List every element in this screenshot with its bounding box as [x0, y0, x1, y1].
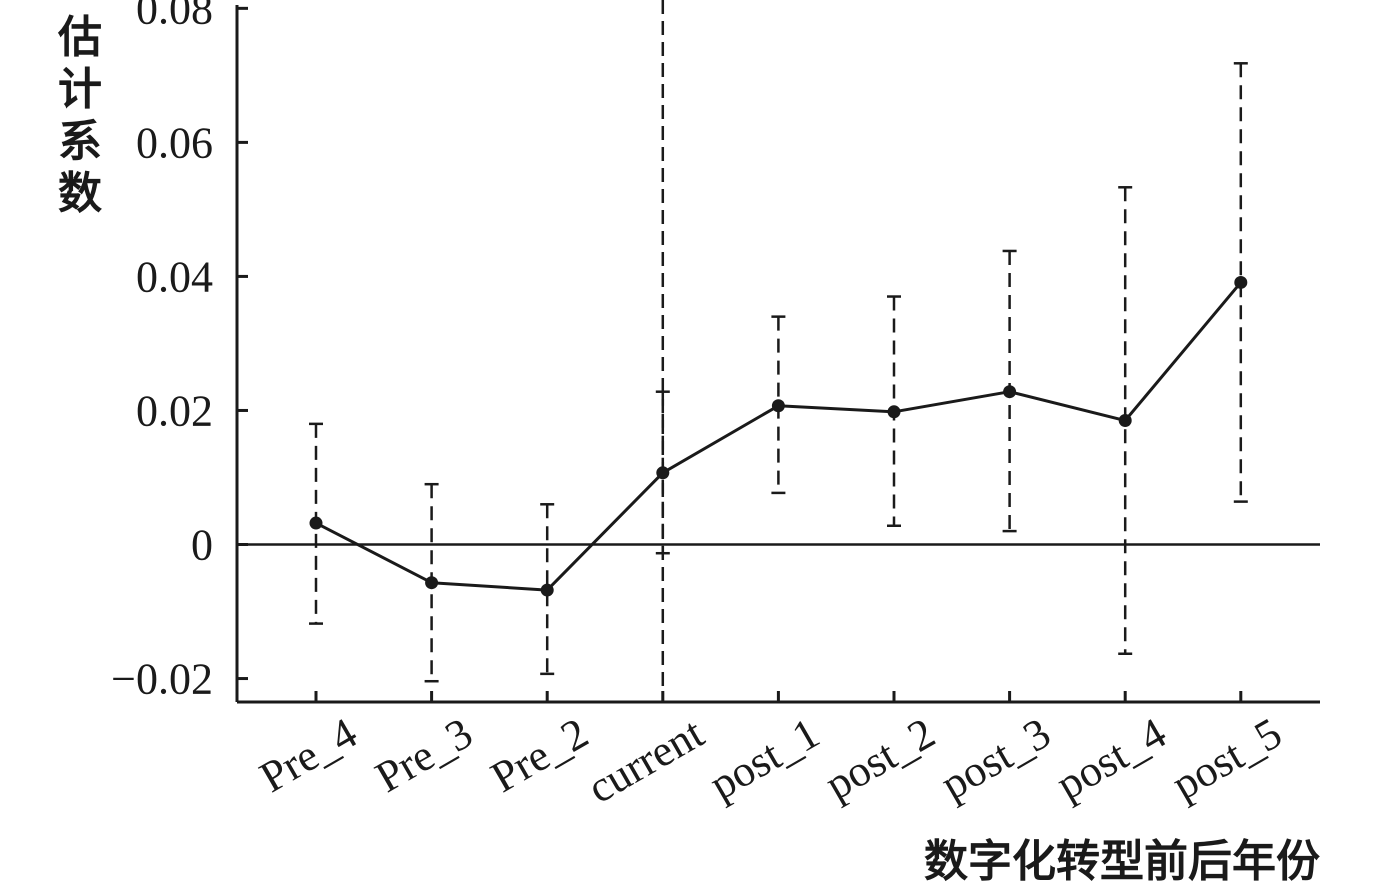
y-tick-label: 0.08: [136, 0, 213, 33]
error-bar: [655, 390, 670, 555]
axes-frame: [235, 5, 1320, 704]
y-axis-title-char: 系: [58, 116, 102, 167]
x-tick-label: current: [579, 708, 711, 813]
data-point: [1118, 414, 1132, 428]
reference-lines: [237, 0, 1320, 702]
y-axis-ticks: 0.08 0.06 0.04 0.02 0 −0.02: [111, 0, 248, 704]
error-bars: [309, 62, 1248, 683]
data-point: [425, 576, 439, 590]
data-point: [1234, 275, 1248, 289]
data-point: [656, 466, 670, 480]
data-point: [540, 583, 554, 597]
y-tick-label: 0: [191, 521, 213, 570]
data-point: [771, 399, 785, 413]
x-tick-label: post_4: [1048, 708, 1174, 809]
y-axis-title-char: 估: [57, 12, 102, 63]
y-axis-title-char: 计: [58, 64, 102, 115]
x-axis-title: 数字化转型前后年份: [924, 836, 1320, 886]
error-bar: [1233, 62, 1248, 503]
data-point: [887, 405, 901, 419]
x-tick-label: post_5: [1164, 708, 1290, 809]
y-axis-title: 估计系数: [57, 12, 102, 219]
x-tick-label: post_3: [932, 708, 1058, 809]
series-line: [309, 275, 1248, 597]
x-tick-label: Pre_3: [367, 708, 480, 802]
y-tick-label: −0.02: [111, 655, 213, 704]
y-tick-label: 0.06: [136, 118, 213, 167]
y-axis-title-char: 数: [58, 168, 102, 219]
x-axis-ticks: Pre_4 Pre_3 Pre_2currentpost_1post_2post_3…: [252, 691, 1290, 813]
y-tick-label: 0.02: [136, 386, 213, 435]
error-bar: [540, 503, 555, 676]
y-tick-label: 0.04: [136, 252, 213, 301]
x-tick-label: Pre_2: [483, 708, 596, 802]
x-tick-label: Pre_4: [252, 708, 365, 802]
x-tick-label: post_1: [701, 708, 827, 809]
data-point: [1003, 385, 1017, 399]
x-tick-label: post_2: [817, 708, 943, 809]
data-point: [309, 516, 323, 530]
